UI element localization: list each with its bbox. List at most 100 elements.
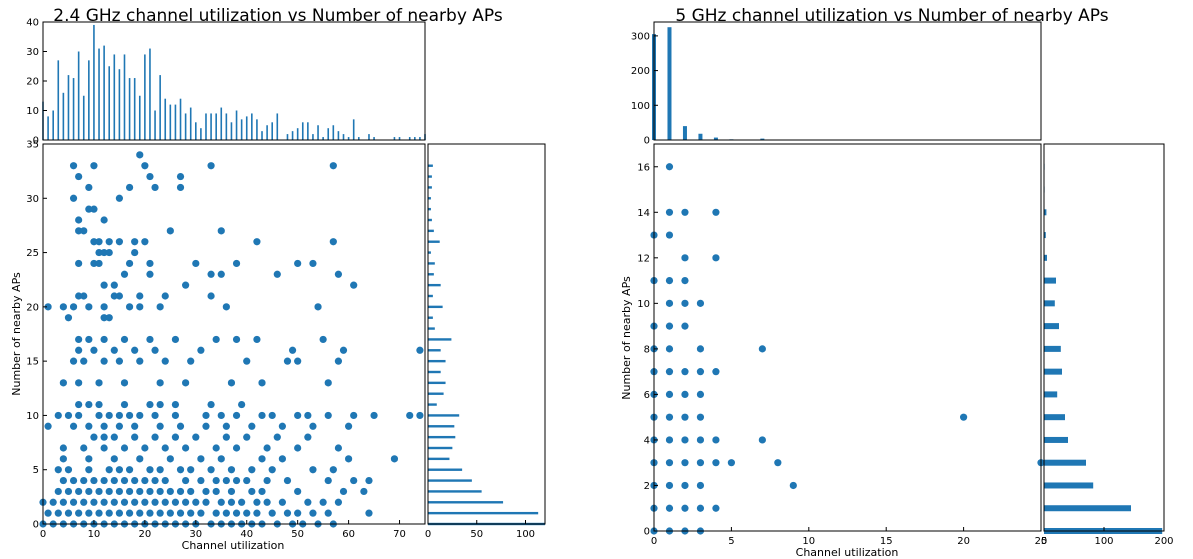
- data-point: [665, 390, 674, 399]
- data-point: [309, 422, 317, 430]
- histogram-bar: [291, 131, 294, 140]
- data-point: [146, 487, 154, 496]
- data-point: [712, 368, 720, 376]
- data-point: [75, 400, 83, 409]
- data-point: [681, 208, 689, 216]
- data-point: [268, 411, 276, 420]
- histogram-bar: [235, 110, 238, 140]
- data-point: [665, 231, 674, 239]
- data-point: [334, 270, 343, 278]
- histogram-bar: [301, 122, 304, 140]
- data-point: [212, 444, 220, 452]
- data-point: [243, 476, 251, 485]
- data-point: [665, 322, 674, 330]
- data-point: [59, 498, 67, 506]
- data-point: [105, 314, 113, 322]
- data-point: [85, 335, 93, 344]
- data-point: [329, 238, 337, 246]
- histogram-bar: [357, 137, 360, 140]
- histogram-bar: [72, 78, 75, 140]
- data-point: [789, 481, 797, 490]
- histogram-bar: [428, 327, 435, 330]
- y-tick-label: 300: [631, 31, 650, 42]
- data-point: [665, 276, 674, 285]
- data-point: [222, 303, 230, 311]
- histogram-bar: [149, 48, 151, 140]
- data-point: [85, 400, 93, 409]
- histogram-bar: [713, 137, 718, 140]
- data-point: [665, 299, 674, 307]
- data-point: [90, 238, 98, 246]
- data-point: [100, 281, 108, 289]
- data-point: [696, 368, 705, 376]
- histogram-bar: [428, 370, 441, 374]
- data-point: [105, 248, 113, 257]
- histogram-bar: [230, 122, 233, 140]
- data-point: [125, 259, 134, 268]
- data-point: [141, 162, 149, 170]
- data-point: [202, 498, 210, 506]
- data-point: [665, 368, 674, 376]
- data-point: [80, 357, 88, 365]
- data-point: [319, 335, 327, 344]
- histogram-bar: [1044, 277, 1056, 284]
- histogram-bar: [398, 137, 401, 140]
- data-point: [151, 476, 159, 485]
- histogram-bar: [428, 414, 460, 417]
- data-point: [416, 346, 424, 354]
- data-point: [217, 411, 225, 420]
- histogram-bar: [347, 137, 350, 140]
- data-point: [90, 259, 98, 268]
- histogram-bar: [428, 501, 504, 504]
- data-point: [131, 422, 139, 430]
- data-point: [90, 205, 98, 213]
- data-point: [253, 238, 261, 246]
- data-point: [207, 162, 215, 170]
- data-point: [253, 335, 261, 344]
- histogram-bar: [240, 119, 243, 140]
- data-point: [161, 444, 169, 452]
- data-point: [665, 504, 674, 512]
- data-point: [309, 466, 317, 474]
- y-tick-label: 25: [26, 248, 39, 259]
- data-point: [182, 498, 190, 506]
- data-point: [288, 346, 297, 354]
- data-point: [141, 476, 149, 485]
- histogram-bar: [1044, 459, 1086, 466]
- histogram-bar: [144, 54, 146, 141]
- data-point: [176, 487, 185, 496]
- data-point: [217, 455, 225, 463]
- data-point: [182, 379, 190, 387]
- data-point: [345, 455, 353, 463]
- data-point: [120, 379, 129, 387]
- data-point: [100, 335, 108, 344]
- data-point: [100, 357, 108, 365]
- data-point: [187, 357, 195, 365]
- data-point: [105, 411, 113, 420]
- histogram-bar: [342, 134, 345, 140]
- data-point: [85, 455, 93, 463]
- data-point: [202, 487, 210, 496]
- data-point: [212, 509, 220, 517]
- x-tick-label: 25: [1035, 536, 1048, 547]
- data-point: [166, 455, 174, 463]
- data-point: [136, 303, 144, 311]
- data-point: [69, 422, 78, 430]
- data-point: [49, 498, 57, 506]
- x-tick-label: 0: [425, 529, 431, 540]
- data-point: [125, 466, 134, 474]
- data-point: [727, 459, 736, 467]
- y-tick-label: 12: [637, 253, 650, 264]
- data-point: [197, 509, 205, 517]
- histogram-bar: [428, 240, 440, 243]
- data-point: [212, 335, 220, 344]
- y-tick-label: 10: [26, 411, 39, 422]
- data-point: [774, 459, 782, 467]
- data-point: [192, 498, 200, 506]
- y-tick-label: 200: [631, 66, 650, 77]
- y-tick-label: 30: [26, 47, 39, 58]
- data-point: [95, 509, 103, 517]
- data-point: [665, 481, 674, 490]
- y-tick-label: 0: [644, 527, 650, 538]
